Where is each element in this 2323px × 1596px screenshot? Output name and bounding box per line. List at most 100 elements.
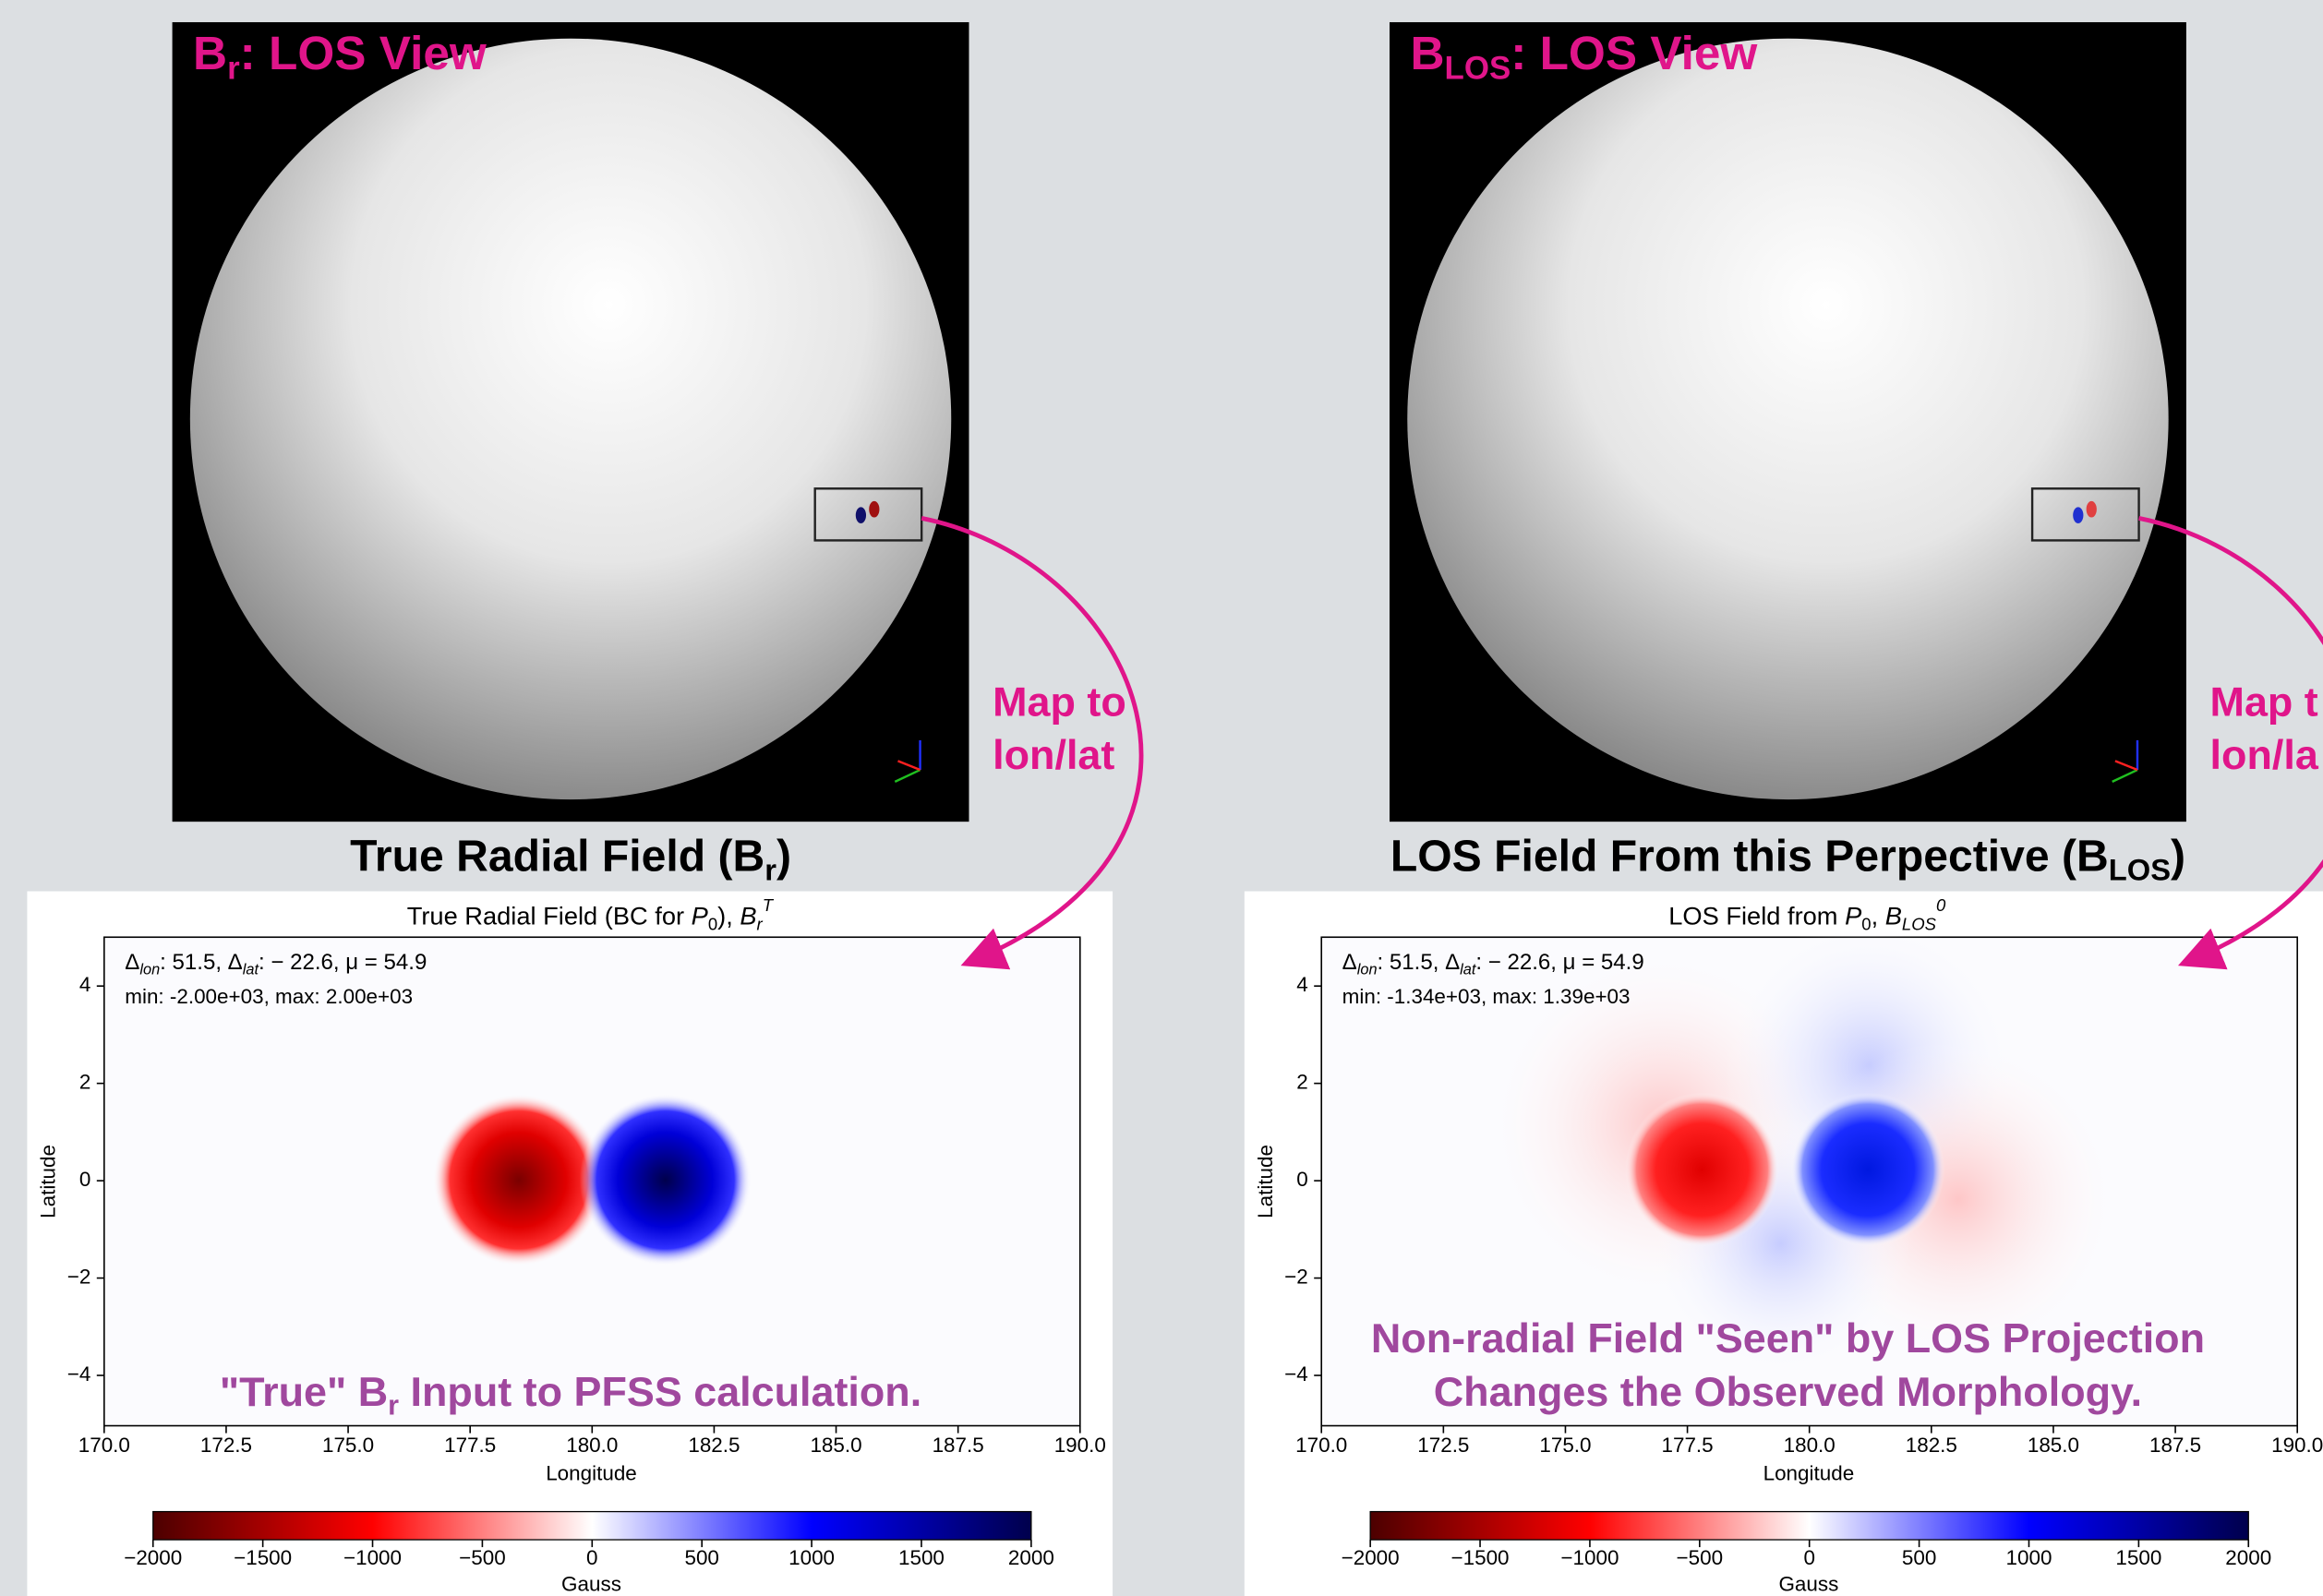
y-tick-label: −4	[67, 1362, 91, 1386]
colorbar-tick-label: −1500	[1451, 1546, 1510, 1569]
text-part: r	[764, 852, 776, 886]
colorbar-tick-label: −1000	[343, 1546, 402, 1569]
colorbar-label: Gauss	[1778, 1573, 1838, 1596]
text-part: r	[388, 1389, 399, 1421]
slide-canvas: Br: LOS ViewTrue Radial Field (Br)True R…	[0, 0, 2323, 1596]
text-part: T	[763, 895, 775, 915]
map-note: Map t	[2210, 678, 2318, 725]
map-note: Map to	[993, 678, 1126, 725]
colorbar-tick-label: −500	[1677, 1546, 1724, 1569]
text-part: 0	[708, 914, 717, 933]
spot-negative	[2073, 507, 2083, 523]
text-part: B	[1410, 27, 1444, 79]
text-part: : 51.5, Δ	[1378, 950, 1461, 975]
text-part: lon	[139, 962, 160, 978]
y-tick-label: −2	[67, 1266, 91, 1289]
slide: Br: LOS ViewTrue Radial Field (Br)True R…	[0, 0, 2323, 1596]
panel-caption: LOS Field From this Perpective (BLOS)	[1390, 831, 2185, 886]
x-tick-label: 187.5	[933, 1434, 984, 1457]
x-tick-label: 190.0	[2271, 1434, 2323, 1457]
y-tick-label: −4	[1284, 1362, 1308, 1386]
text-part: Non-radial Field "Seen" by LOS Projectio…	[1371, 1314, 2205, 1362]
text-part: B	[193, 27, 227, 79]
y-tick-label: 4	[1296, 973, 1307, 996]
text-part: P	[692, 902, 708, 930]
plot-minmax: min: -2.00e+03, max: 2.00e+03	[125, 985, 413, 1008]
x-tick-label: 175.0	[1539, 1434, 1591, 1457]
map-note: lon/lat	[993, 731, 1114, 778]
plot-minmax: min: -1.34e+03, max: 1.39e+03	[1342, 985, 1631, 1008]
y-tick-label: 0	[1296, 1168, 1307, 1191]
spot-positive	[2087, 501, 2097, 518]
plot-annotation: Changes the Observed Morphology.	[1434, 1368, 2142, 1415]
colorbar-tick-label: −1500	[234, 1546, 292, 1569]
field-blob	[580, 1094, 752, 1266]
spot-negative	[856, 507, 866, 523]
colorbar-tick-label: 0	[586, 1546, 597, 1569]
y-axis-label: Latitude	[36, 1145, 59, 1218]
text-part: : LOS View	[240, 27, 487, 79]
field-blob	[1625, 1093, 1779, 1247]
colorbar-tick-label: 1500	[898, 1546, 945, 1569]
plot-annotation: Non-radial Field "Seen" by LOS Projectio…	[1371, 1314, 2205, 1362]
text-part: )	[2171, 831, 2185, 881]
text-part: : − 22.6, μ = 54.9	[1475, 950, 1643, 975]
x-tick-label: 180.0	[1784, 1434, 1836, 1457]
text-part: "True" B	[220, 1368, 388, 1415]
text-part: : LOS View	[1511, 27, 1758, 79]
text-part: r	[757, 914, 764, 933]
x-tick-label: 187.5	[2149, 1434, 2201, 1457]
colorbar	[153, 1512, 1031, 1540]
x-tick-label: 190.0	[1054, 1434, 1106, 1457]
text-part: LOS Field from	[1668, 902, 1845, 930]
colorbar-tick-label: 2000	[2225, 1546, 2271, 1569]
text-part: Δ	[1342, 950, 1357, 975]
text-part: ),	[717, 902, 740, 930]
text-part: lat	[1460, 962, 1477, 978]
x-tick-label: 170.0	[78, 1434, 130, 1457]
x-tick-label: 180.0	[566, 1434, 618, 1457]
plot-stats: Δlon: 51.5, Δlat: − 22.6, μ = 54.9	[125, 950, 427, 978]
x-tick-label: 175.0	[322, 1434, 374, 1457]
colorbar-tick-label: −2000	[1342, 1546, 1400, 1569]
colorbar-tick-label: 1000	[788, 1546, 835, 1569]
map-note: lon/la	[2210, 731, 2319, 778]
text-part: : − 22.6, μ = 54.9	[259, 950, 427, 975]
plot-annotation: "True" Br Input to PFSS calculation.	[220, 1368, 921, 1422]
x-tick-label: 185.0	[2028, 1434, 2079, 1457]
x-axis-label: Longitude	[546, 1461, 637, 1484]
field-blob	[1791, 1093, 1945, 1247]
colorbar	[1370, 1512, 2248, 1540]
colorbar-tick-label: 500	[1902, 1546, 1936, 1569]
y-tick-label: 0	[79, 1168, 90, 1191]
x-tick-label: 172.5	[200, 1434, 252, 1457]
text-part: Input to PFSS calculation.	[399, 1368, 921, 1415]
colorbar-label: Gauss	[561, 1573, 621, 1596]
colorbar-tick-label: −2000	[124, 1546, 182, 1569]
text-part: : 51.5, Δ	[160, 950, 243, 975]
x-tick-label: 172.5	[1417, 1434, 1469, 1457]
y-tick-label: 2	[1296, 1071, 1307, 1094]
text-part: LOS	[1445, 51, 1511, 87]
sun-sphere	[1407, 39, 2168, 799]
x-tick-label: 185.0	[810, 1434, 861, 1457]
field-blob	[433, 1094, 605, 1266]
colorbar-tick-label: 500	[684, 1546, 718, 1569]
text-part: True Radial Field (B	[350, 831, 764, 881]
text-part: r	[227, 51, 240, 87]
text-part: lon	[1357, 962, 1378, 978]
x-tick-label: 182.5	[1906, 1434, 1957, 1457]
x-tick-label: 182.5	[688, 1434, 740, 1457]
text-part: B	[740, 902, 756, 930]
colorbar-tick-label: 2000	[1008, 1546, 1054, 1569]
plot-stats: Δlon: 51.5, Δlat: − 22.6, μ = 54.9	[1342, 950, 1644, 978]
text-part: 0	[1936, 895, 1946, 915]
x-axis-label: Longitude	[1763, 1461, 1855, 1484]
x-tick-label: 177.5	[1662, 1434, 1714, 1457]
y-tick-label: 2	[79, 1071, 90, 1094]
y-axis-label: Latitude	[1254, 1145, 1277, 1218]
text-part: lat	[243, 962, 260, 978]
panel-caption: True Radial Field (Br)	[350, 831, 791, 886]
panel: BLOS: LOS View LOS Field From this Perpec…	[1245, 22, 2323, 1596]
text-part: Changes the Observed Morphology.	[1434, 1368, 2142, 1415]
